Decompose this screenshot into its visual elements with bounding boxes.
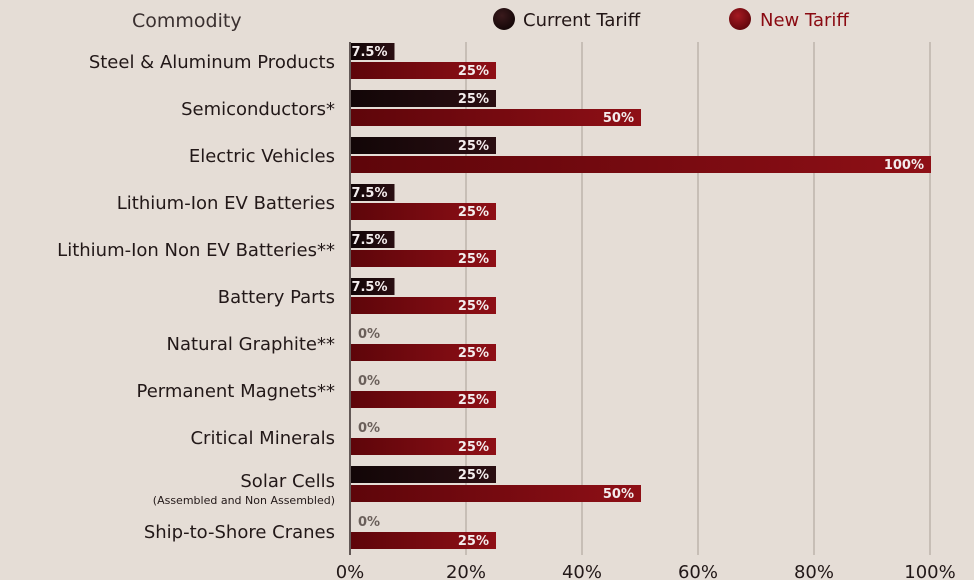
x-tick-label: 60%	[678, 562, 718, 580]
data-label-current-tariff: 0%	[358, 421, 380, 436]
category-label: Battery Parts	[218, 287, 335, 308]
data-label-new-tariff: 25%	[458, 440, 489, 455]
bar-current-tariff	[351, 43, 395, 60]
bar-current-tariff	[351, 90, 496, 107]
category-label: Natural Graphite**	[167, 334, 335, 355]
x-axis-ticks: 0% 20% 40% 60% 80% 100%	[336, 562, 956, 580]
data-label-current-tariff: 0%	[358, 515, 380, 530]
legend: Current Tariff New Tariff	[493, 8, 849, 31]
legend-label-current: Current Tariff	[523, 10, 641, 31]
category-label: Ship-to-Shore Cranes	[144, 522, 335, 543]
x-tick-label: 0%	[336, 562, 365, 580]
bar-new-tariff	[351, 344, 496, 361]
bar-new-tariff	[351, 297, 496, 314]
bar-current-tariff	[351, 278, 395, 295]
category-note: (Assembled and Non Assembled)	[153, 494, 335, 507]
data-label-current-tariff: 25%	[458, 139, 489, 154]
bars: 7.5% 25% 25% 50% 25% 100% 7.5% 25% 7.5% 25% 7.5% 25…	[351, 43, 931, 549]
data-label-current-tariff: 0%	[358, 374, 380, 389]
category-label: Lithium-Ion Non EV Batteries**	[57, 240, 335, 261]
legend-label-new: New Tariff	[760, 10, 849, 31]
grid	[349, 42, 931, 555]
data-label-new-tariff: 50%	[603, 111, 634, 126]
data-label-new-tariff: 25%	[458, 534, 489, 549]
x-tick-label: 80%	[794, 562, 834, 580]
bar-new-tariff	[351, 485, 641, 502]
x-tick-label: 40%	[562, 562, 602, 580]
data-label-current-tariff: 7.5%	[351, 186, 387, 201]
bar-current-tariff	[351, 231, 395, 248]
data-label-current-tariff: 25%	[458, 92, 489, 107]
data-label-new-tariff: 100%	[884, 158, 924, 173]
data-label-current-tariff: 25%	[458, 468, 489, 483]
bar-new-tariff	[351, 203, 496, 220]
data-label-current-tariff: 7.5%	[351, 45, 387, 60]
bar-new-tariff	[351, 532, 496, 549]
category-label: Permanent Magnets**	[136, 381, 335, 402]
bar-new-tariff	[351, 250, 496, 267]
data-label-current-tariff: 7.5%	[351, 280, 387, 295]
category-label: Semiconductors*	[181, 99, 335, 120]
legend-swatch-current	[493, 8, 515, 30]
x-tick-label: 20%	[446, 562, 486, 580]
bar-new-tariff	[351, 62, 496, 79]
data-label-current-tariff: 7.5%	[351, 233, 387, 248]
bar-new-tariff	[351, 438, 496, 455]
bar-current-tariff	[351, 466, 496, 483]
bar-current-tariff	[351, 137, 496, 154]
data-label-new-tariff: 25%	[458, 299, 489, 314]
bar-current-tariff	[351, 184, 395, 201]
data-label-new-tariff: 25%	[458, 64, 489, 79]
bar-new-tariff	[351, 156, 931, 173]
data-label-new-tariff: 25%	[458, 346, 489, 361]
category-label: Steel & Aluminum Products	[89, 52, 335, 73]
category-label: Solar Cells	[240, 471, 335, 492]
bar-new-tariff	[351, 391, 496, 408]
data-label-new-tariff: 25%	[458, 393, 489, 408]
legend-swatch-new	[729, 8, 751, 30]
data-label-current-tariff: 0%	[358, 327, 380, 342]
x-tick-label: 100%	[904, 562, 955, 580]
data-label-new-tariff: 25%	[458, 205, 489, 220]
data-label-new-tariff: 25%	[458, 252, 489, 267]
data-label-new-tariff: 50%	[603, 487, 634, 502]
category-label: Lithium-Ion EV Batteries	[117, 193, 335, 214]
bar-new-tariff	[351, 109, 641, 126]
column-header: Commodity	[132, 10, 242, 32]
category-label: Critical Minerals	[190, 428, 335, 449]
category-labels: Steel & Aluminum Products Semiconductors*…	[57, 52, 335, 543]
category-label: Electric Vehicles	[189, 146, 335, 167]
